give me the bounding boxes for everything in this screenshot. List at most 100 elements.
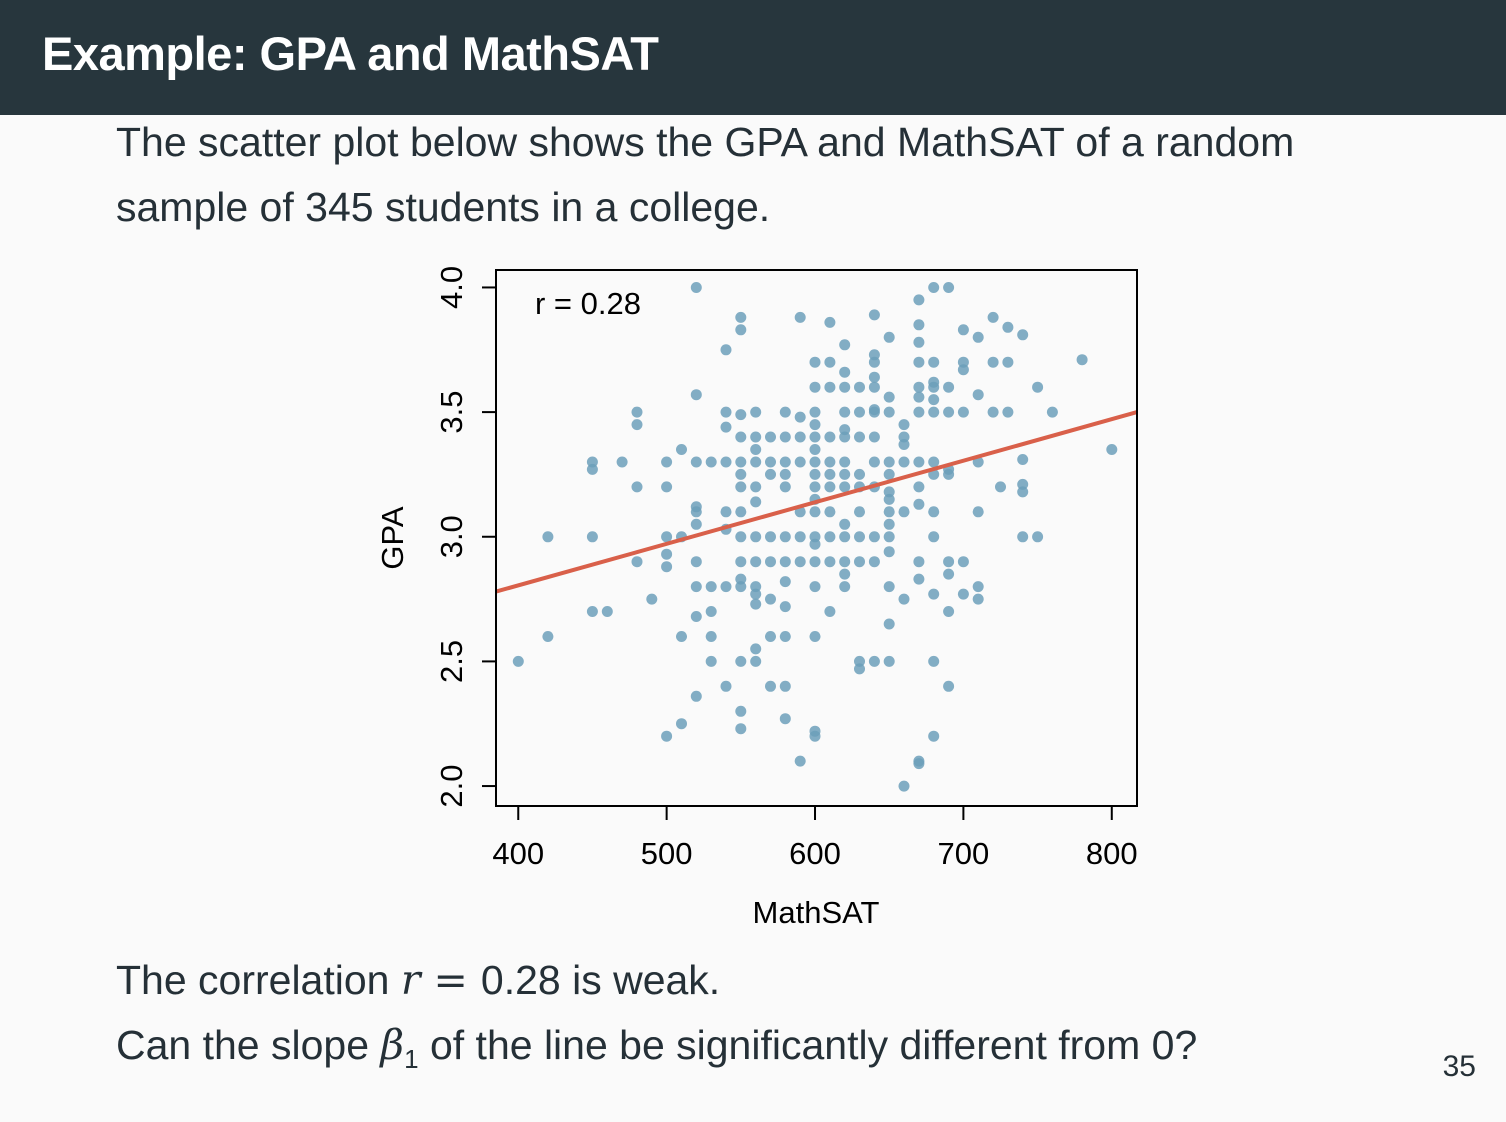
slide-header: Example: GPA and MathSAT: [0, 0, 1506, 115]
data-point: [839, 556, 851, 568]
data-point: [898, 439, 910, 450]
data-point: [883, 493, 895, 505]
data-point: [824, 468, 836, 480]
data-point: [705, 631, 717, 642]
data-point: [883, 456, 895, 468]
data-point: [972, 593, 984, 605]
data-point: [928, 506, 940, 518]
data-point: [765, 680, 776, 692]
data-point: [690, 389, 702, 401]
data-point: [809, 456, 821, 468]
data-point: [824, 531, 836, 543]
data-point: [720, 421, 732, 433]
data-point: [928, 588, 940, 600]
data-point: [750, 643, 762, 655]
data-point: [690, 456, 702, 468]
data-point: [913, 758, 925, 770]
y-tick-label: 2.5: [434, 640, 469, 683]
data-point: [794, 531, 806, 543]
data-point: [735, 431, 747, 443]
data-point: [735, 324, 747, 336]
data-point: [943, 468, 955, 480]
data-point: [839, 456, 851, 468]
data-point: [898, 419, 910, 431]
x-tick-label: 400: [492, 836, 544, 871]
data-point: [987, 311, 999, 323]
data-point: [913, 456, 925, 468]
data-point: [750, 481, 762, 493]
data-point: [883, 581, 895, 593]
y-tick-label: 3.5: [434, 391, 469, 434]
data-point: [972, 389, 984, 401]
data-point: [883, 506, 895, 518]
data-point: [1106, 444, 1118, 455]
plot-frame: [495, 269, 1138, 807]
data-point: [854, 506, 865, 518]
data-point: [661, 531, 673, 543]
data-point: [779, 556, 791, 568]
data-point: [868, 456, 880, 468]
data-point: [928, 456, 940, 468]
data-point: [824, 506, 836, 518]
data-point: [1076, 354, 1088, 366]
data-point: [735, 506, 747, 518]
data-point: [720, 581, 732, 593]
data-point: [750, 444, 762, 455]
data-point: [957, 556, 969, 568]
data-point: [720, 456, 732, 468]
data-point: [913, 573, 925, 585]
data-point: [750, 456, 762, 468]
data-point: [839, 339, 851, 351]
data-point: [631, 556, 643, 568]
data-point: [779, 406, 791, 418]
data-point: [750, 531, 762, 543]
equals-sign: =: [420, 956, 481, 1004]
data-point: [750, 496, 762, 508]
data-point: [824, 431, 836, 443]
data-point: [839, 366, 851, 378]
data-point: [676, 631, 687, 642]
data-point: [794, 431, 806, 443]
data-point: [854, 468, 865, 480]
data-point: [735, 468, 747, 480]
data-point: [957, 588, 969, 600]
data-point: [913, 498, 925, 510]
data-point: [868, 356, 880, 368]
slope-question: Can the slope β1 of the line be signific…: [116, 1021, 1197, 1075]
data-point: [735, 723, 747, 735]
data-point: [542, 531, 554, 543]
data-point: [690, 506, 702, 518]
data-point: [824, 556, 836, 568]
data-point: [868, 381, 880, 393]
regression-line: [495, 410, 1138, 594]
data-point: [631, 419, 643, 431]
data-point: [646, 593, 658, 605]
data-point: [750, 588, 762, 600]
data-point: [690, 581, 702, 593]
data-point: [1017, 329, 1029, 341]
data-point: [631, 481, 643, 493]
data-point: [957, 324, 969, 336]
data-point: [1002, 356, 1014, 368]
data-point: [601, 606, 613, 617]
data-point: [913, 406, 925, 418]
data-point: [794, 456, 806, 468]
y-tick-label: 3.0: [434, 515, 469, 558]
data-point: [735, 531, 747, 543]
data-point: [943, 406, 955, 418]
correlation-statement: The correlation r = 0.28 is weak.: [116, 956, 720, 1004]
data-point: [868, 531, 880, 543]
data-point: [1017, 454, 1029, 465]
data-point: [779, 631, 791, 642]
data-point: [972, 506, 984, 518]
y-axis: 2.0 2.5 3.0 3.5 4.0: [434, 266, 496, 808]
data-point: [854, 531, 865, 543]
line1-prefix: The correlation: [116, 957, 401, 1003]
y-tick-label: 4.0: [434, 266, 469, 309]
data-point: [750, 598, 762, 610]
data-point: [809, 538, 821, 550]
data-point: [913, 319, 925, 331]
points-layer: [512, 282, 1118, 792]
data-point: [779, 531, 791, 543]
